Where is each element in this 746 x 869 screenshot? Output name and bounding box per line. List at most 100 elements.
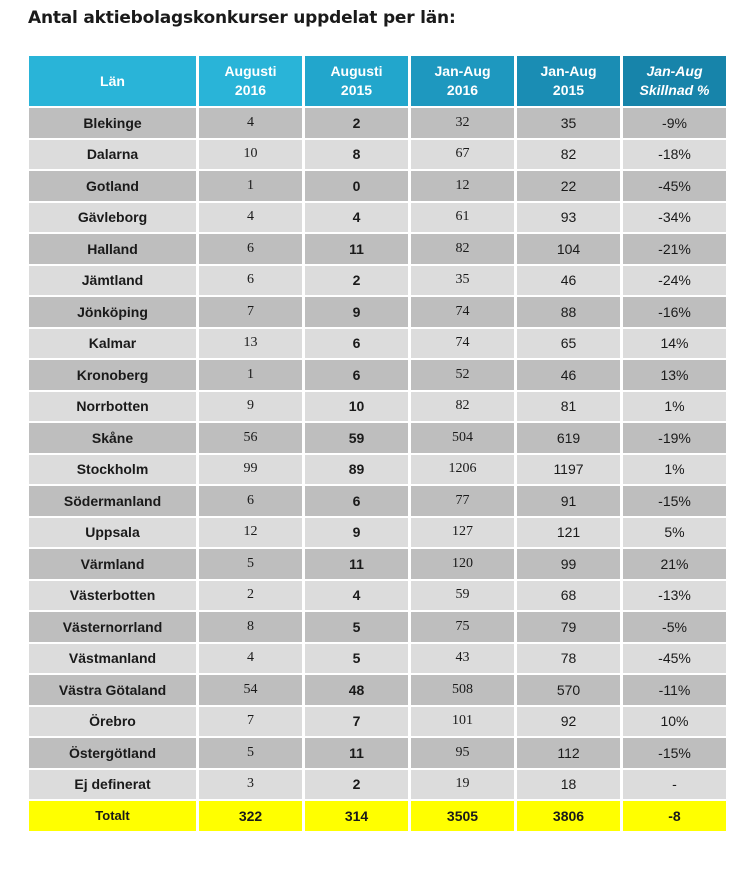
cell-lan: Halland xyxy=(29,234,196,264)
cell-aug2015: 9 xyxy=(305,517,408,547)
cell-jan2016: 35 xyxy=(411,265,514,295)
cell-jan2015: 78 xyxy=(517,643,620,673)
cell-aug2016: 54 xyxy=(199,675,302,705)
header-aug2015-line2: 2015 xyxy=(340,82,373,98)
total-jan2016: 3505 xyxy=(411,801,514,831)
cell-jan2016: 101 xyxy=(411,706,514,736)
cell-jan2015: 35 xyxy=(517,108,620,138)
cell-aug2015: 59 xyxy=(305,423,408,453)
table-row: Gotland 1 0 12 22 -45% xyxy=(29,171,726,201)
table-row: Södermanland 6 6 77 91 -15% xyxy=(29,486,726,516)
cell-jan2015: 92 xyxy=(517,706,620,736)
cell-diff: -15% xyxy=(623,738,726,768)
cell-lan: Kalmar xyxy=(29,328,196,358)
cell-lan: Västernorrland xyxy=(29,612,196,642)
cell-diff: 13% xyxy=(623,360,726,390)
cell-diff: -11% xyxy=(623,675,726,705)
cell-aug2015: 6 xyxy=(305,486,408,516)
cell-lan: Norrbotten xyxy=(29,391,196,421)
cell-diff: -45% xyxy=(623,171,726,201)
cell-jan2016: 504 xyxy=(411,423,514,453)
bankruptcy-table: Län Augusti 2016 Augusti 2015 Jan-Aug 2016 … xyxy=(26,54,729,833)
cell-aug2016: 7 xyxy=(199,297,302,327)
header-diff: Jan-Aug Skillnad % xyxy=(623,56,726,106)
cell-lan: Värmland xyxy=(29,549,196,579)
table-footer: Totalt 322 314 3505 3806 -8 xyxy=(29,801,726,831)
cell-jan2016: 19 xyxy=(411,769,514,799)
cell-diff: -19% xyxy=(623,423,726,453)
total-aug2016: 322 xyxy=(199,801,302,831)
cell-jan2016: 82 xyxy=(411,391,514,421)
header-jan2015-line2: 2015 xyxy=(552,82,585,98)
total-label: Totalt xyxy=(29,801,196,831)
cell-jan2015: 46 xyxy=(517,265,620,295)
cell-aug2016: 99 xyxy=(199,454,302,484)
cell-aug2016: 4 xyxy=(199,643,302,673)
cell-aug2015: 48 xyxy=(305,675,408,705)
cell-jan2016: 508 xyxy=(411,675,514,705)
cell-lan: Örebro xyxy=(29,706,196,736)
cell-lan: Södermanland xyxy=(29,486,196,516)
cell-jan2015: 18 xyxy=(517,769,620,799)
cell-diff: -15% xyxy=(623,486,726,516)
cell-jan2016: 74 xyxy=(411,297,514,327)
cell-aug2015: 4 xyxy=(305,202,408,232)
cell-aug2016: 8 xyxy=(199,612,302,642)
cell-aug2015: 5 xyxy=(305,612,408,642)
cell-aug2016: 6 xyxy=(199,234,302,264)
cell-jan2016: 127 xyxy=(411,517,514,547)
table-row: Jämtland 6 2 35 46 -24% xyxy=(29,265,726,295)
cell-aug2016: 1 xyxy=(199,171,302,201)
cell-aug2015: 6 xyxy=(305,360,408,390)
cell-jan2015: 99 xyxy=(517,549,620,579)
table-row: Kalmar 13 6 74 65 14% xyxy=(29,328,726,358)
cell-lan: Jönköping xyxy=(29,297,196,327)
table-row: Norrbotten 9 10 82 81 1% xyxy=(29,391,726,421)
cell-lan: Östergötland xyxy=(29,738,196,768)
cell-aug2015: 89 xyxy=(305,454,408,484)
cell-aug2016: 9 xyxy=(199,391,302,421)
cell-aug2015: 11 xyxy=(305,738,408,768)
cell-diff: - xyxy=(623,769,726,799)
total-diff: -8 xyxy=(623,801,726,831)
cell-lan: Gotland xyxy=(29,171,196,201)
cell-jan2015: 112 xyxy=(517,738,620,768)
cell-diff: 10% xyxy=(623,706,726,736)
cell-aug2016: 6 xyxy=(199,265,302,295)
cell-jan2016: 75 xyxy=(411,612,514,642)
table-row: Västmanland 4 5 43 78 -45% xyxy=(29,643,726,673)
cell-jan2015: 121 xyxy=(517,517,620,547)
cell-jan2015: 570 xyxy=(517,675,620,705)
cell-jan2015: 82 xyxy=(517,139,620,169)
table-row: Uppsala 12 9 127 121 5% xyxy=(29,517,726,547)
cell-aug2016: 4 xyxy=(199,108,302,138)
cell-diff: -45% xyxy=(623,643,726,673)
cell-lan: Uppsala xyxy=(29,517,196,547)
cell-diff: 1% xyxy=(623,454,726,484)
cell-diff: -21% xyxy=(623,234,726,264)
cell-aug2015: 2 xyxy=(305,769,408,799)
cell-lan: Västmanland xyxy=(29,643,196,673)
cell-jan2016: 52 xyxy=(411,360,514,390)
total-aug2015: 314 xyxy=(305,801,408,831)
cell-aug2015: 4 xyxy=(305,580,408,610)
cell-aug2016: 2 xyxy=(199,580,302,610)
cell-jan2016: 43 xyxy=(411,643,514,673)
cell-jan2016: 82 xyxy=(411,234,514,264)
header-aug2016-line1: Augusti xyxy=(224,63,277,79)
cell-aug2015: 8 xyxy=(305,139,408,169)
header-jan2016-line1: Jan-Aug xyxy=(434,63,491,79)
cell-diff: 14% xyxy=(623,328,726,358)
cell-jan2016: 1206 xyxy=(411,454,514,484)
cell-aug2015: 11 xyxy=(305,549,408,579)
cell-aug2015: 9 xyxy=(305,297,408,327)
cell-jan2015: 104 xyxy=(517,234,620,264)
table-header: Län Augusti 2016 Augusti 2015 Jan-Aug 2016 … xyxy=(29,56,726,106)
cell-aug2016: 5 xyxy=(199,738,302,768)
header-jan2015: Jan-Aug 2015 xyxy=(517,56,620,106)
cell-aug2016: 12 xyxy=(199,517,302,547)
cell-jan2015: 81 xyxy=(517,391,620,421)
table-row: Gävleborg 4 4 61 93 -34% xyxy=(29,202,726,232)
cell-diff: -18% xyxy=(623,139,726,169)
cell-lan: Skåne xyxy=(29,423,196,453)
